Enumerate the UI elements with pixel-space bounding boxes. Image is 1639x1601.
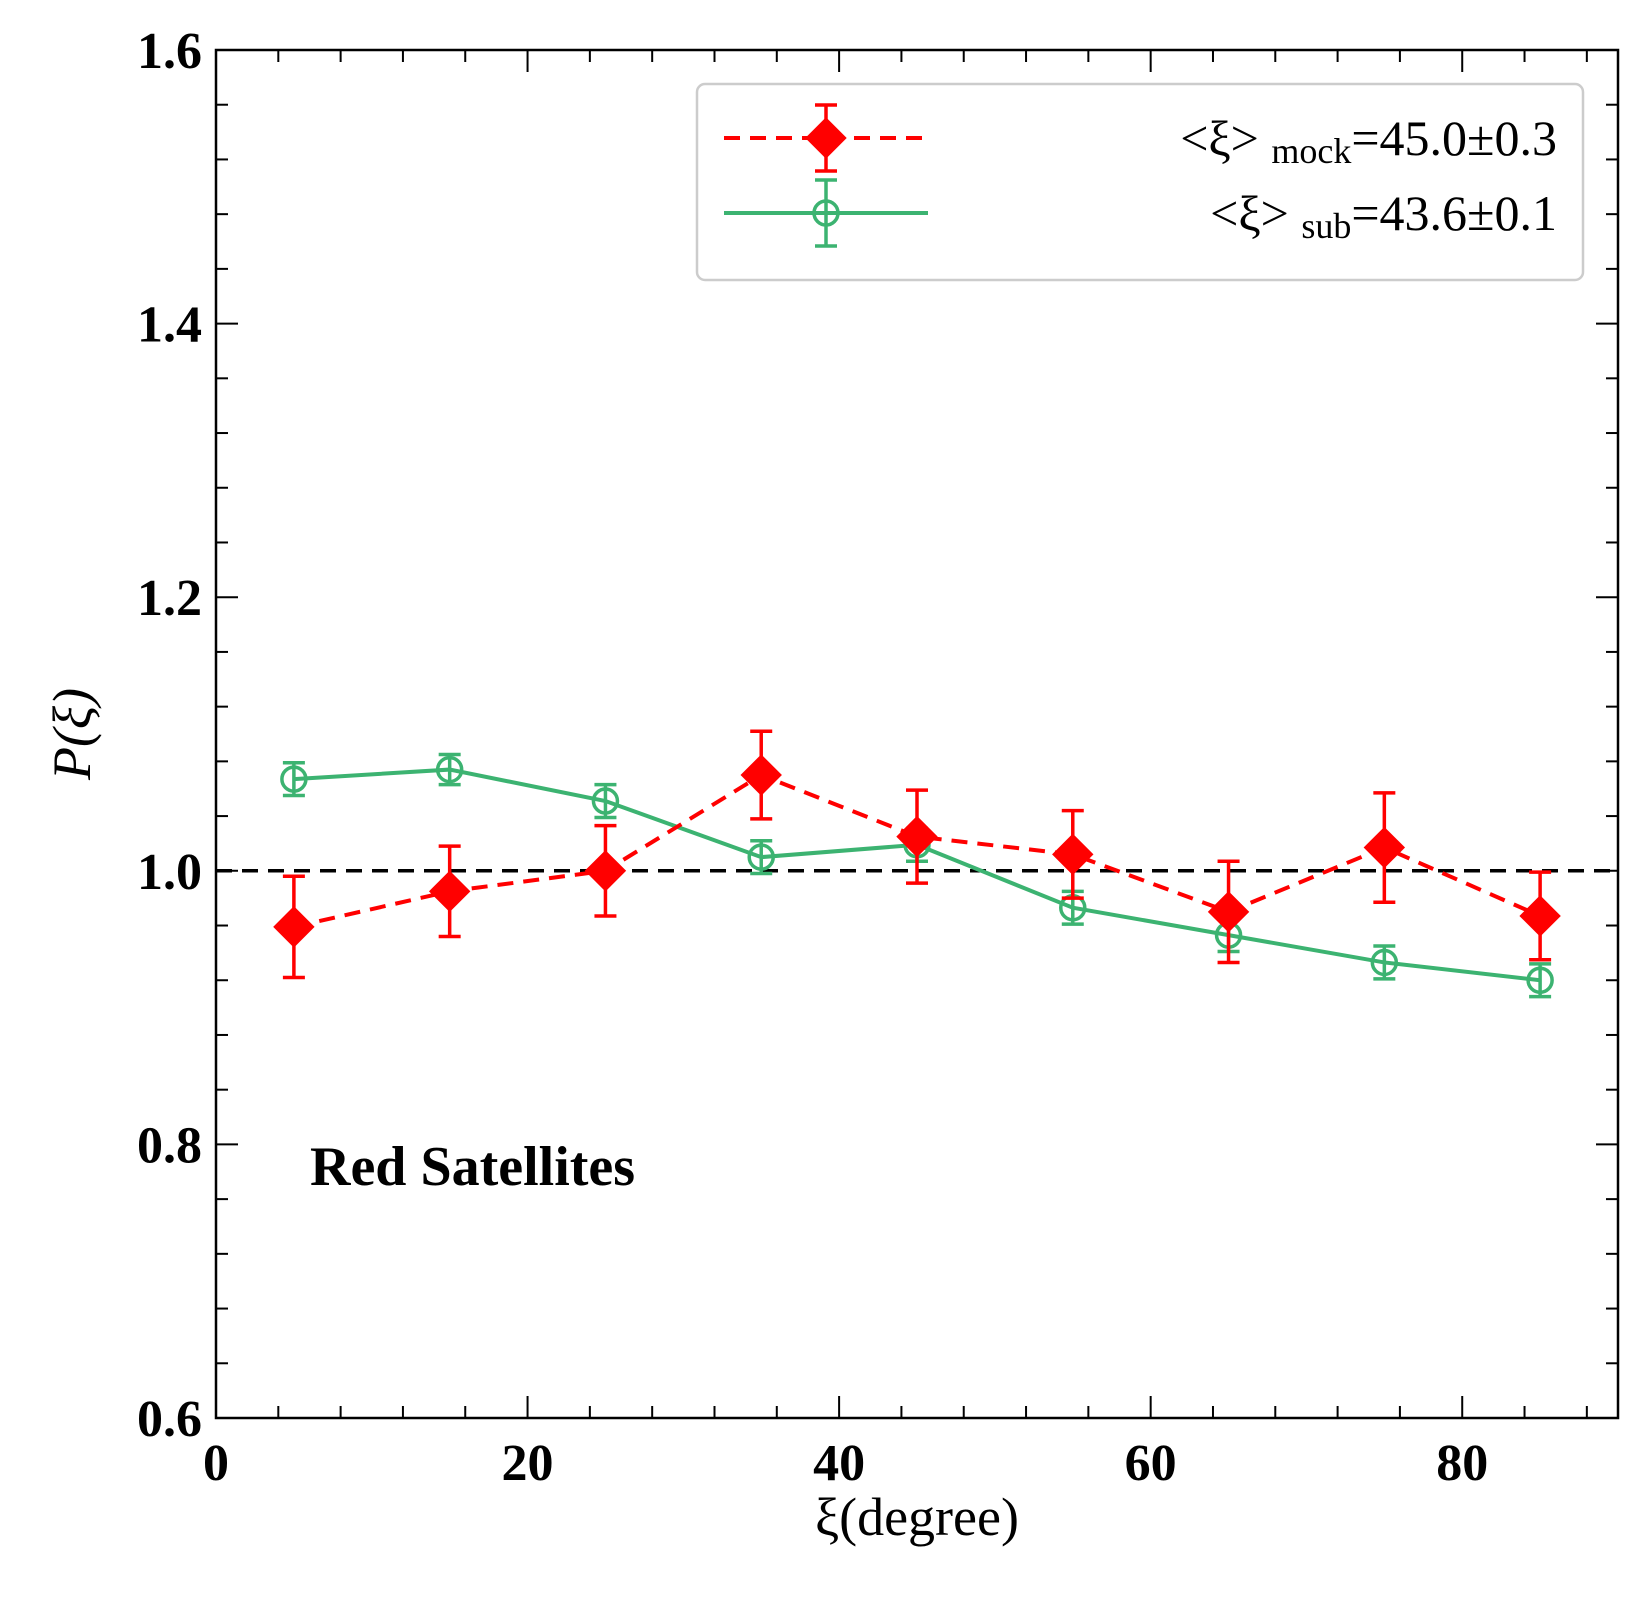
legend-label: <ξ> mock=45.0±0.3 [1180, 110, 1557, 171]
data-point-mock [273, 906, 315, 948]
y-tick-label: 1.0 [137, 844, 202, 901]
legend-error-bar [815, 178, 837, 248]
data-point-mock [428, 870, 471, 913]
legend: <ξ> mock=45.0±0.3 <ξ> sub=43.6±0.1 [695, 82, 1585, 282]
data-point-mock [1052, 833, 1094, 876]
plot-frame [214, 48, 1620, 1420]
tick-labels-group: 0 20 40 60 80 0.6 0.8 1.0 1.2 1.4 1.6 [137, 23, 1488, 1492]
x-tick-label: 80 [1436, 1435, 1488, 1492]
error-bar-sub [438, 752, 461, 787]
data-point-mock [1363, 826, 1406, 869]
legend-label: <ξ> sub=43.6±0.1 [1210, 185, 1557, 246]
data-point-mock [584, 850, 627, 892]
x-tick-label: 40 [813, 1435, 865, 1492]
data-point-sub [280, 765, 308, 793]
data-point-mock [740, 754, 782, 796]
annotation-red-satellites: Red Satellites [310, 1136, 635, 1198]
data-point-sub [591, 787, 620, 815]
x-tick-label: 0 [203, 1435, 229, 1492]
x-tick-label: 20 [502, 1435, 554, 1492]
legend-box [695, 82, 1585, 282]
data-point-sub [747, 843, 775, 871]
y-axis-label: P(ξ) [42, 688, 102, 781]
y-tick-label: 1.6 [137, 23, 202, 80]
x-axis-label: ξ(degree) [815, 1487, 1019, 1547]
data-point-mock [1519, 895, 1561, 937]
y-tick-label: 1.4 [137, 297, 202, 354]
legend-marker [812, 199, 840, 227]
ticks-group [215, 49, 1618, 1419]
x-tick-label: 60 [1125, 1435, 1177, 1492]
y-tick-label: 1.2 [137, 570, 202, 627]
y-tick-label: 0.8 [137, 1117, 202, 1174]
legend-entry-sub: <ξ> sub=43.6±0.1 [724, 178, 1557, 248]
series-mock [273, 729, 1561, 980]
legend-marker [805, 117, 847, 159]
data-point-sub [435, 755, 464, 784]
data-point-sub [1526, 966, 1554, 994]
data-point-mock [896, 815, 938, 858]
data-point-sub [1370, 948, 1399, 977]
legend-entry-mock: <ξ> mock=45.0±0.3 [724, 103, 1557, 173]
series-line-mock [293, 772, 1541, 929]
y-tick-label: 0.6 [137, 1391, 202, 1448]
series-group [273, 729, 1561, 999]
data-point-mock [1207, 891, 1250, 933]
